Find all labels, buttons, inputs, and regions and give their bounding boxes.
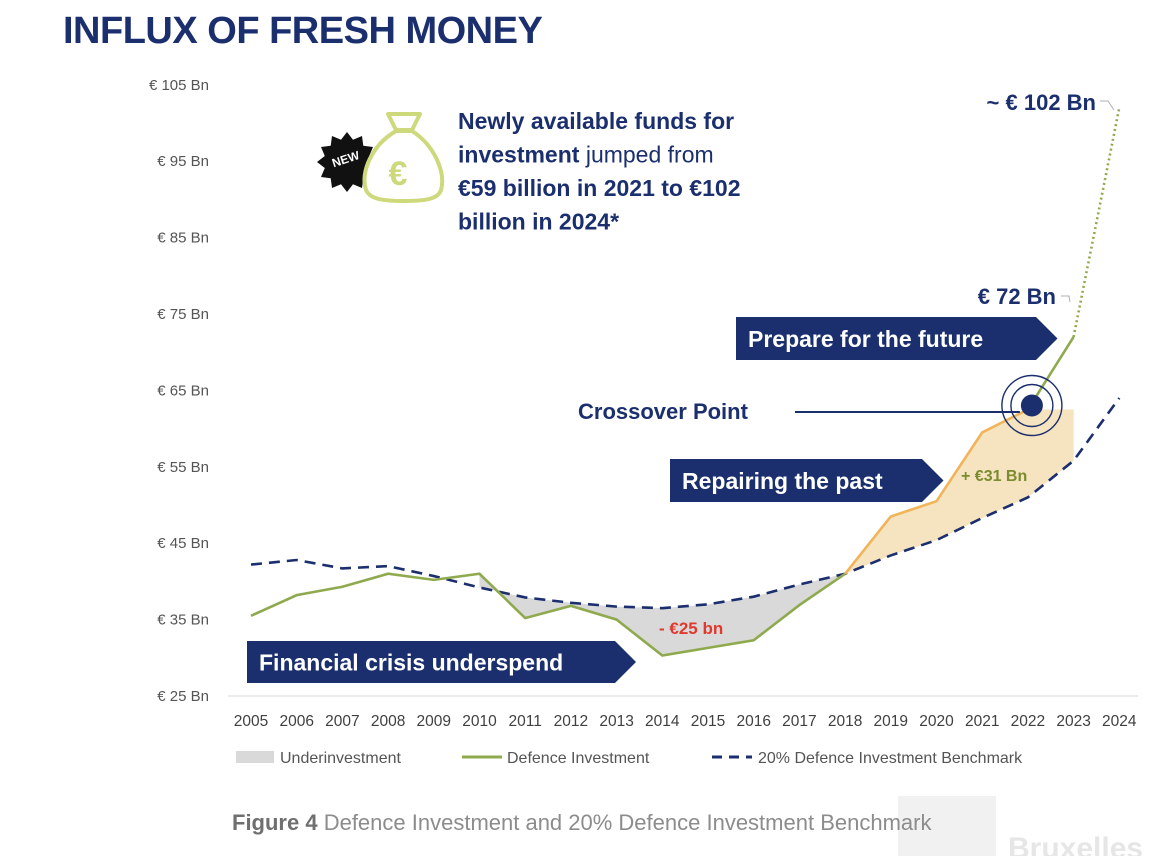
loss-label: - €25 bn — [659, 619, 723, 638]
legend: Underinvestment Defence Investment 20% D… — [236, 750, 1023, 767]
y-tick-label: € 65 Bn — [157, 382, 209, 399]
repairing-past-banner — [670, 459, 944, 502]
defence-series-line — [250, 572, 846, 657]
chart-annotations: Crossover Point Prepare for the future Rep… — [247, 90, 1115, 683]
defence-series-line-estimate — [1072, 107, 1121, 338]
x-tick-label: 2011 — [509, 713, 542, 730]
callout-text: Newly available funds for investment jump… — [458, 108, 741, 235]
x-tick-label: 2012 — [554, 713, 588, 730]
x-tick-label: 2005 — [234, 713, 268, 730]
legend-benchmark-label: 20% Defence Investment Benchmark — [758, 750, 1023, 767]
underinvestment-area — [479, 573, 846, 656]
x-tick-label: 2017 — [782, 713, 816, 730]
x-tick-label: 2019 — [874, 713, 908, 730]
x-tick-label: 2024 — [1102, 713, 1137, 730]
svg-text:Bruxelles: Bruxelles — [1008, 832, 1143, 856]
value-2023-label: € 72 Bn — [978, 284, 1056, 309]
x-tick-label: 2007 — [325, 713, 359, 730]
y-tick-label: € 85 Bn — [157, 230, 209, 247]
new-badge: NEW — [317, 132, 377, 192]
y-tick-label: € 55 Bn — [157, 459, 209, 476]
page-title: INFLUX OF FRESH MONEY — [63, 10, 543, 52]
money-bag-euro-icon: € — [362, 112, 445, 203]
financial-crisis-label: Financial crisis underspend — [259, 649, 563, 675]
x-tick-label: 2022 — [1011, 713, 1045, 730]
x-tick-label: 2021 — [965, 713, 999, 730]
crossover-point-marker — [1020, 394, 1043, 417]
figure-caption: Figure 4 Defence Investment and 20% Defe… — [232, 810, 931, 836]
estimate-2024-leader — [1100, 100, 1115, 111]
crossover-label: Crossover Point — [578, 399, 749, 424]
x-tick-label: 2020 — [919, 713, 954, 730]
watermark-logo: Bruxelles — [898, 796, 1143, 856]
callout-text-run: Newly available funds for — [458, 108, 734, 134]
x-tick-label: 2009 — [417, 713, 451, 730]
financial-crisis-banner — [247, 641, 636, 683]
prepare-future-banner — [736, 317, 1058, 360]
callout-text-run: €59 billion in 2021 to €102 — [458, 175, 741, 201]
figure-caption-text: Defence Investment and 20% Defence Inves… — [317, 810, 932, 835]
chart-lines — [250, 107, 1121, 657]
y-tick-label: € 95 Bn — [157, 153, 209, 170]
prepare-future-label: Prepare for the future — [748, 326, 983, 352]
y-axis: € 25 Bn € 35 Bn € 45 Bn € 55 Bn € 65 Bn € 75 … — [149, 77, 1138, 705]
callout-text-run: billion in 2024* — [458, 209, 619, 235]
y-tick-label: € 35 Bn — [157, 612, 209, 629]
crossover-ring-inner — [1010, 383, 1054, 428]
y-tick-label: € 25 Bn — [157, 688, 209, 705]
benchmark-series-line — [250, 397, 1121, 610]
x-tick-label: 2013 — [599, 713, 633, 730]
y-tick-label: € 105 Bn — [149, 77, 209, 94]
x-tick-label: 2014 — [645, 713, 680, 730]
estimate-2024-label: ~ € 102 Bn — [987, 90, 1096, 115]
x-tick-label: 2008 — [371, 713, 405, 730]
legend-underinvestment-swatch — [236, 751, 274, 763]
y-tick-label: € 45 Bn — [157, 535, 209, 552]
x-tick-label: 2023 — [1056, 713, 1090, 730]
y-tick-label: € 75 Bn — [157, 306, 209, 323]
crossover-ring-outer — [1001, 374, 1063, 437]
callout-text-run: jumped from — [579, 142, 713, 168]
chart-areas — [479, 409, 1074, 656]
value-2023-leader — [1061, 295, 1071, 303]
x-tick-label: 2010 — [462, 713, 497, 730]
repairing-past-label: Repairing the past — [682, 468, 883, 494]
x-tick-label: 2006 — [279, 713, 313, 730]
x-axis: 2005 2006 2007 2008 2009 2010 2011 2012 2013 2014… — [234, 713, 1137, 730]
legend-defence-label: Defence Investment — [507, 750, 650, 767]
callout-text-run: investment — [458, 142, 580, 168]
gain-label: + €31 Bn — [961, 468, 1027, 485]
figure-caption-label: Figure 4 — [232, 810, 318, 835]
svg-text:€: € — [389, 155, 408, 193]
x-tick-label: 2016 — [736, 713, 770, 730]
legend-underinvestment-label: Underinvestment — [280, 750, 402, 767]
x-tick-label: 2018 — [828, 713, 862, 730]
overinvestment-area — [845, 409, 1074, 574]
defence-series-line-orange — [844, 408, 1029, 575]
x-tick-label: 2015 — [691, 713, 725, 730]
